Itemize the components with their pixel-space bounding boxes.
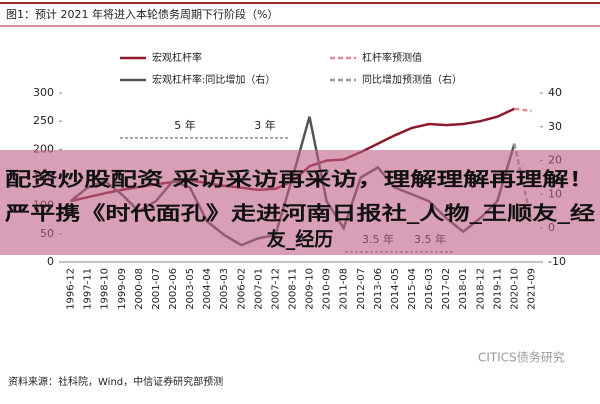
- x-tick-label: 1998-10: [100, 268, 111, 310]
- overlay-band: [0, 150, 600, 255]
- x-tick-label: 2016-03: [424, 268, 435, 310]
- x-tick-label: 2020-10: [509, 268, 520, 310]
- x-tick-label: 2018-01: [458, 268, 469, 310]
- x-tick-label: 2008-11: [287, 268, 298, 310]
- x-tick-label: 2004-04: [202, 268, 213, 310]
- source: 资料来源：社科院，Wind，中信证券研究部预测: [8, 375, 223, 388]
- overlay-text: 严平携《时代面孔》走进河南日报社_人物_王顺友_经: [5, 202, 595, 225]
- y2-tick-label: -10: [548, 255, 566, 268]
- x-tick-label: 1996-12: [66, 268, 77, 310]
- x-tick-label: 2018-12: [475, 268, 486, 310]
- x-tick-label: 2017-02: [441, 268, 452, 310]
- legend-label: 杠杆率预测值: [362, 51, 422, 64]
- y-tick-label: 300: [33, 86, 54, 99]
- x-tick-label: 2001-07: [151, 268, 162, 310]
- x-tick-label: 2007-12: [270, 268, 281, 310]
- y2-tick-label: 30: [548, 120, 562, 133]
- x-tick-label: 2012-07: [356, 268, 367, 310]
- legend-label: 宏观杠杆率: [152, 51, 202, 64]
- annotation: 3 年: [254, 118, 276, 132]
- x-tick-label: 2005-03: [219, 268, 230, 310]
- x-tick-label: 2013-06: [373, 268, 384, 310]
- x-tick-label: 2003-05: [185, 268, 196, 310]
- x-tick-label: 2014-05: [390, 268, 401, 310]
- watermark: CITICS债务研究: [478, 350, 565, 365]
- x-tick-label: 2019-11: [492, 268, 503, 310]
- x-tick-label: 2009-10: [305, 268, 316, 310]
- y2-tick-label: 40: [548, 86, 562, 99]
- chart-title: 图1：预计 2021 年将进入本轮债务周期下行阶段（%）: [6, 7, 278, 21]
- x-tick-label: 2021-09: [526, 268, 537, 310]
- y-tick-label: 0: [47, 255, 54, 268]
- legend-label: 宏观杠杆率:同比增加（右）: [152, 73, 275, 86]
- x-tick-label: 2006-02: [236, 268, 247, 310]
- overlay-text: 友_经历: [267, 228, 334, 251]
- x-tick-label: 2011-08: [339, 268, 350, 310]
- overlay-text: 配资炒股配资 采访采访再采访，理解理解再理解！: [5, 168, 595, 191]
- x-tick-label: 2007-01: [253, 268, 264, 310]
- x-tick-label: 2015-04: [407, 268, 418, 310]
- legend-label: 同比增加预测值（右）: [362, 73, 462, 86]
- x-tick-label: 2002-06: [168, 268, 179, 310]
- x-tick-label: 2000-08: [134, 268, 145, 310]
- x-tick-label: 2010-09: [322, 268, 333, 310]
- x-tick-label: 1997-11: [83, 268, 94, 310]
- y-tick-label: 250: [33, 114, 54, 127]
- x-tick-label: 1999-09: [117, 268, 128, 310]
- series-line: [514, 107, 532, 113]
- annotation: 5 年: [174, 118, 196, 132]
